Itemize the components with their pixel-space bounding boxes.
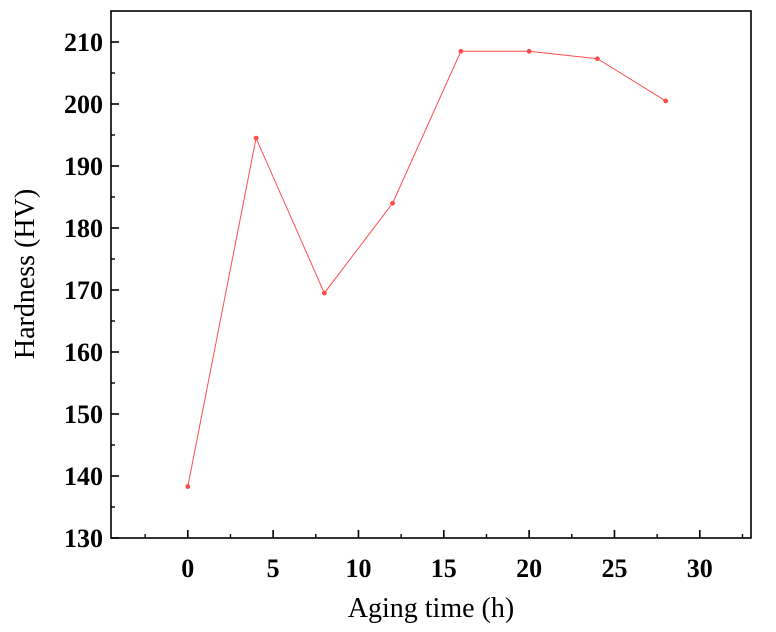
y-tick-label: 210 — [64, 28, 103, 57]
y-tick-label: 170 — [64, 276, 103, 305]
x-tick-label: 10 — [345, 554, 371, 583]
data-point — [663, 98, 669, 104]
x-tick-label: 25 — [601, 554, 627, 583]
y-tick-label: 160 — [64, 338, 103, 367]
y-tick-label: 180 — [64, 214, 103, 243]
y-tick-label: 200 — [64, 90, 103, 119]
series-layer — [185, 48, 669, 489]
plot-frame — [110, 10, 752, 539]
x-tick-label: 15 — [431, 554, 457, 583]
data-point — [458, 48, 464, 54]
x-axis-title: Aging time (h) — [348, 593, 514, 624]
y-axis-ticks: 130 140 150 160 170 180 190 200 210 — [64, 28, 119, 553]
data-point — [390, 200, 395, 206]
data-point — [253, 135, 259, 141]
data-point — [185, 484, 191, 489]
y-tick-label: 140 — [64, 462, 103, 491]
y-tick-label: 130 — [64, 524, 103, 553]
y-tick-label: 190 — [64, 152, 103, 181]
x-tick-label: 20 — [516, 554, 542, 583]
y-tick-label: 150 — [64, 400, 103, 429]
data-point — [526, 48, 532, 54]
x-tick-label: 30 — [687, 554, 713, 583]
x-tick-label: 5 — [267, 554, 280, 583]
x-tick-label: 0 — [181, 554, 194, 583]
x-axis-ticks: 0 5 10 15 20 25 30 — [144, 530, 744, 583]
series-line — [187, 50, 666, 487]
data-point — [321, 290, 327, 296]
y-axis-title: Hardness (HV) — [10, 189, 41, 359]
data-point — [595, 56, 600, 62]
